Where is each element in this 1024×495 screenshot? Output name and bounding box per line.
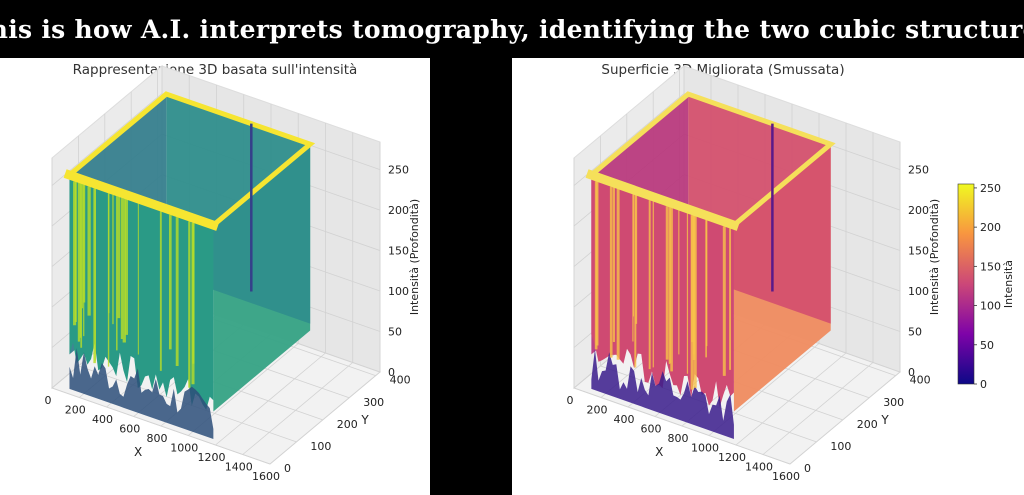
surface-rim-front	[585, 169, 740, 231]
surface-plot-viridis: 0200400600800100012001400160001002003004…	[45, 64, 421, 483]
x-axis-label: X	[655, 445, 663, 459]
y-tick-label: 400	[390, 374, 411, 387]
x-tick-label: 1400	[745, 461, 773, 474]
colorbar-tick-label: 150	[980, 260, 1001, 273]
surface-base-ridge	[69, 348, 214, 440]
surface-base-ridge	[591, 349, 734, 440]
y-tick-label: 0	[804, 462, 811, 475]
z-axis-label: Intensità (Profondità)	[408, 199, 421, 315]
colorbar-tick-label: 0	[980, 378, 987, 391]
y-tick-label: 300	[883, 396, 904, 409]
colorbar-tick-label: 200	[980, 221, 1001, 234]
x-tick-label: 1000	[170, 442, 198, 455]
banner-text: This is how A.I. interprets tomography, …	[0, 14, 1024, 44]
x-tick-label: 800	[147, 432, 168, 445]
chart-panel-plasma: Superficie 3D Migliorata (Smussata) 0 200…	[512, 58, 1024, 495]
chart-panel-viridis: Rappresentazione 3D basata sull'intensit…	[0, 58, 430, 495]
colorbar	[957, 183, 975, 385]
colorbar-tick-label: 50	[980, 339, 994, 352]
colorbar-tick-label: 100	[980, 300, 1001, 313]
colorbar-tick-label: 250	[980, 182, 1001, 195]
y-tick-label: 100	[830, 440, 851, 453]
x-tick-label: 0	[567, 394, 574, 407]
z-tick-label: 50	[388, 326, 402, 339]
z-tick-label: 250	[388, 164, 409, 177]
x-tick-label: 800	[668, 432, 689, 445]
z-axis-label: Intensità (Profondità)	[928, 199, 941, 315]
x-tick-label: 1000	[691, 442, 719, 455]
surface-plot-plasma: 0200400600800100012001400160001002003004…	[567, 64, 1015, 483]
x-tick-label: 1200	[198, 451, 226, 464]
colorbar-label: Intensità	[1002, 260, 1015, 308]
x-tick-label: 1200	[718, 451, 746, 464]
chart-title: Superficie 3D Migliorata (Smussata)	[601, 62, 845, 78]
surface-front-face	[591, 174, 734, 408]
x-axis-label: X	[134, 445, 142, 459]
y-axis-label: Y	[360, 413, 369, 427]
x-tick-label: 400	[614, 413, 635, 426]
x-tick-label: 1600	[252, 470, 280, 483]
z-tick-label: 0	[388, 366, 395, 379]
y-axis-label: Y	[880, 413, 889, 427]
x-tick-label: 1600	[772, 470, 800, 483]
y-tick-label: 100	[310, 440, 331, 453]
y-tick-label: 200	[337, 418, 358, 431]
y-tick-label: 300	[363, 396, 384, 409]
y-tick-label: 0	[284, 462, 291, 475]
z-tick-label: 200	[388, 204, 409, 217]
z-tick-label: 200	[908, 204, 929, 217]
y-tick-label: 400	[910, 374, 931, 387]
z-tick-label: 150	[908, 245, 929, 258]
x-tick-label: 200	[65, 404, 86, 417]
surface-rim-front	[63, 169, 220, 231]
z-tick-label: 0	[908, 366, 915, 379]
z-tick-label: 250	[908, 164, 929, 177]
y-tick-label: 200	[857, 418, 878, 431]
x-tick-label: 1400	[225, 461, 253, 474]
x-tick-label: 200	[587, 404, 608, 417]
x-tick-label: 0	[45, 394, 52, 407]
chart-title: Rappresentazione 3D basata sull'intensit…	[72, 62, 358, 78]
z-tick-label: 50	[908, 326, 922, 339]
banner: This is how A.I. interprets tomography, …	[0, 0, 1024, 58]
x-tick-label: 600	[641, 423, 662, 436]
z-tick-label: 100	[388, 285, 409, 298]
x-tick-label: 400	[92, 413, 113, 426]
x-tick-label: 600	[119, 423, 140, 436]
z-tick-label: 150	[388, 245, 409, 258]
z-tick-label: 100	[908, 285, 929, 298]
